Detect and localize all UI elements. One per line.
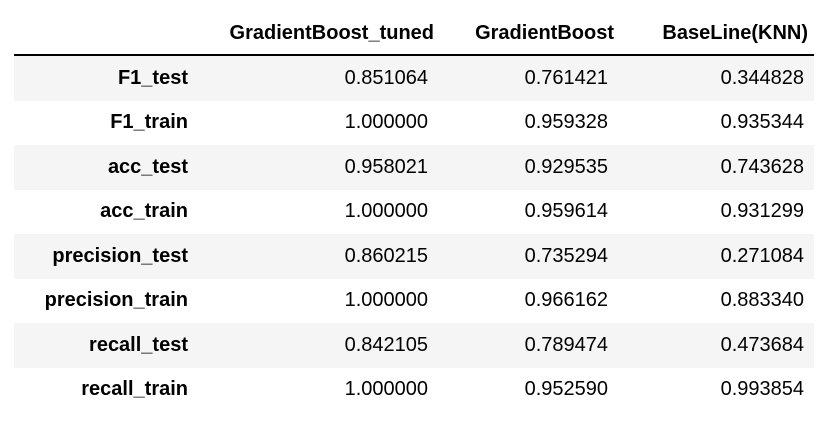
cell-value: 0.993854: [720, 378, 804, 401]
cell-value: 1.000000: [344, 378, 428, 401]
cell-value: 0.959328: [524, 111, 608, 134]
cell-value: 0.883340: [720, 289, 804, 312]
cell-value: 0.929535: [524, 155, 608, 178]
cell-value: 0.789474: [524, 333, 608, 356]
cell-value: 0.473684: [720, 333, 804, 356]
cell-value: 1.000000: [344, 200, 428, 223]
cell-value: 0.743628: [720, 155, 804, 178]
row-label: acc_test: [107, 155, 188, 178]
table-row-precision-test: precision_test 0.860215 0.735294 0.27108…: [14, 234, 814, 279]
cell-value: 1.000000: [344, 111, 428, 134]
row-label: acc_train: [100, 200, 188, 223]
cell-value: 1.000000: [344, 289, 428, 312]
table-row-acc-test: acc_test 0.958021 0.929535 0.743628: [14, 145, 814, 190]
header-row: GradientBoost_tuned GradientBoost BaseLi…: [14, 12, 814, 56]
table-row-f1-test: F1_test 0.851064 0.761421 0.344828: [14, 55, 814, 101]
cell-value: 0.958021: [344, 155, 428, 178]
cell-value: 0.851064: [344, 66, 428, 89]
table-row-recall-test: recall_test 0.842105 0.789474 0.473684: [14, 323, 814, 368]
cell-value: 0.344828: [720, 66, 804, 89]
row-label: precision_train: [44, 289, 188, 312]
table-row-f1-train: F1_train 1.000000 0.959328 0.935344: [14, 100, 814, 145]
row-label: precision_test: [52, 244, 188, 267]
cell-value: 0.959614: [524, 200, 608, 223]
cell-value: 0.860215: [344, 244, 428, 267]
cell-value: 0.735294: [524, 244, 608, 267]
index-header: [14, 12, 192, 56]
row-label: F1_test: [117, 66, 188, 89]
column-header-gradientboost-tuned: GradientBoost_tuned: [192, 12, 440, 56]
cell-value: 0.761421: [524, 66, 608, 89]
cell-value: 0.952590: [524, 378, 608, 401]
row-label: F1_train: [110, 111, 188, 134]
table-row-acc-train: acc_train 1.000000 0.959614 0.931299: [14, 189, 814, 234]
table-row-recall-train: recall_train 1.000000 0.952590 0.993854: [14, 367, 814, 412]
row-label: recall_train: [81, 378, 188, 401]
cell-value: 0.271084: [720, 244, 804, 267]
metrics-table: GradientBoost_tuned GradientBoost BaseLi…: [14, 12, 814, 412]
row-label: recall_test: [89, 333, 188, 356]
column-header-gradientboost: GradientBoost: [440, 12, 620, 56]
table-row-precision-train: precision_train 1.000000 0.966162 0.8833…: [14, 278, 814, 323]
cell-value: 0.935344: [720, 111, 804, 134]
cell-value: 0.842105: [344, 333, 428, 356]
column-header-baseline-knn: BaseLine(KNN): [620, 12, 814, 56]
cell-value: 0.931299: [720, 200, 804, 223]
cell-value: 0.966162: [524, 289, 608, 312]
